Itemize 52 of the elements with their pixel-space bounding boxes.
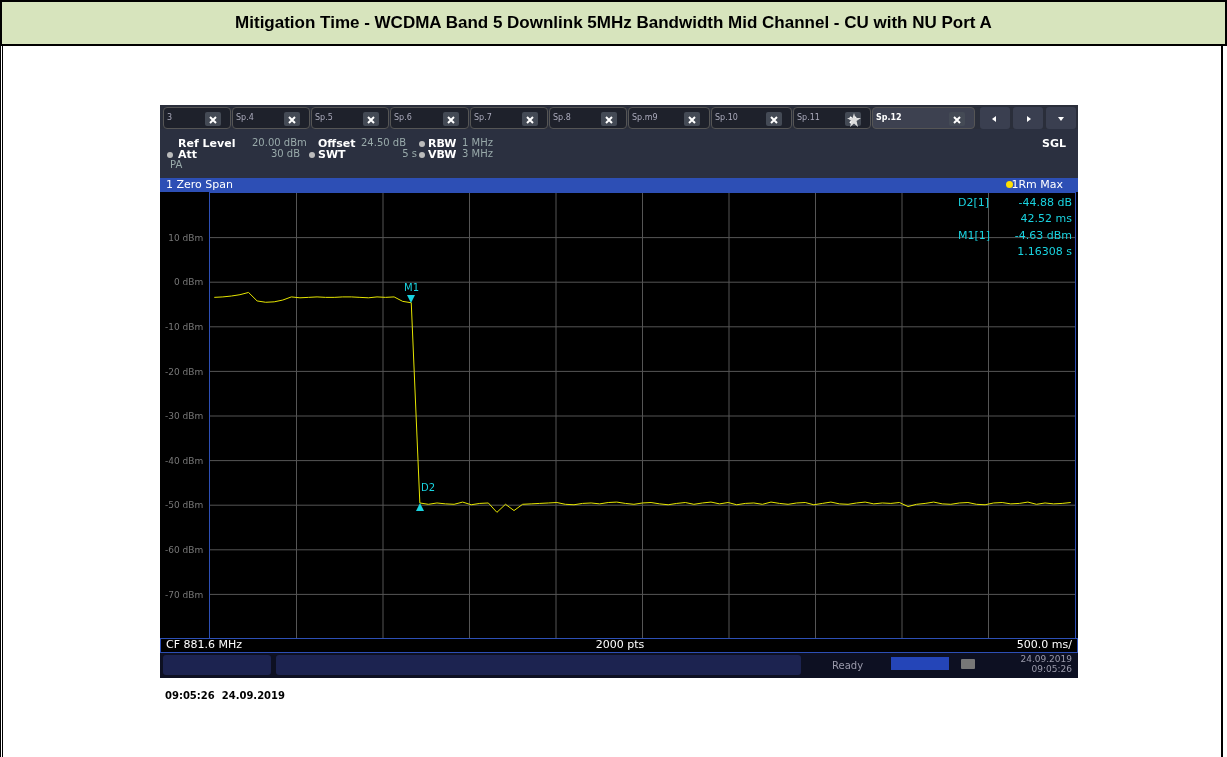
text: Sp.4 — [236, 113, 254, 122]
text: 1 MHz — [462, 137, 493, 148]
annotation: 500.0 ms/ — [1016, 638, 1072, 651]
text: Sp.7 — [474, 113, 492, 122]
text: PA — [170, 159, 183, 170]
text: Sp.m9 — [632, 113, 658, 122]
text: 5 s — [402, 148, 417, 159]
text: Att — [178, 148, 198, 161]
y-tick-label: -40 dBm — [164, 455, 204, 466]
text: Sp.5 — [315, 113, 333, 122]
text: 20.00 dBm — [252, 137, 307, 148]
text: Ready — [832, 660, 864, 671]
annotation: 42.52 ms — [1020, 212, 1072, 225]
y-tick-label: -50 dBm — [164, 500, 204, 511]
annotation: -4.63 dBm — [1014, 229, 1072, 242]
annotation: D2 — [421, 482, 436, 493]
chart-title: Mitigation Time - WCDMA Band 5 Downlink 5MHz Bandwidth Mid Channel - CU with NU Port A — [0, 0, 1227, 46]
annotation: 2000 pts — [595, 638, 645, 651]
y-tick-label: -70 dBm — [164, 589, 204, 600]
text: 09:05:26 24.09.2019 — [165, 690, 285, 701]
text: SGL — [1042, 137, 1066, 150]
annotation: M1[1] — [958, 229, 991, 242]
text: 3 — [167, 113, 173, 122]
text: Sp.11 — [797, 113, 820, 122]
text: Sp.12 — [876, 113, 902, 122]
text: 1Rm Max — [1011, 178, 1063, 191]
text: Sp.8 — [553, 113, 571, 122]
text: Sp.6 — [394, 113, 412, 122]
text: Offset — [318, 137, 356, 150]
text: 24.50 dB — [361, 137, 407, 148]
text: Ref Level — [178, 137, 236, 150]
line-series — [213, 291, 1072, 513]
y-tick-label: 0 dBm — [173, 277, 204, 288]
annotation: -44.88 dB — [1018, 196, 1072, 209]
text: RBW — [428, 137, 457, 150]
annotation: 1.16308 s — [1017, 245, 1072, 258]
annotation: CF 881.6 MHz — [166, 638, 243, 651]
text: 24.09.2019 — [1020, 654, 1072, 664]
text: 09:05:26 — [1031, 664, 1072, 674]
annotation: D2[1] — [958, 196, 990, 209]
y-tick-label: -30 dBm — [164, 411, 204, 422]
text: 30 dB — [270, 148, 300, 159]
y-tick-label: -60 dBm — [164, 544, 204, 555]
text: SWT — [318, 148, 346, 161]
y-tick-label: -20 dBm — [164, 366, 204, 377]
annotation: M1 — [404, 282, 419, 293]
y-tick-label: -10 dBm — [164, 321, 204, 332]
text: Sp.10 — [715, 113, 738, 122]
y-tick-label: 10 dBm — [168, 232, 204, 243]
text: VBW — [428, 148, 457, 161]
text: 1 Zero Span — [166, 178, 233, 191]
text: 3 MHz — [462, 148, 493, 159]
